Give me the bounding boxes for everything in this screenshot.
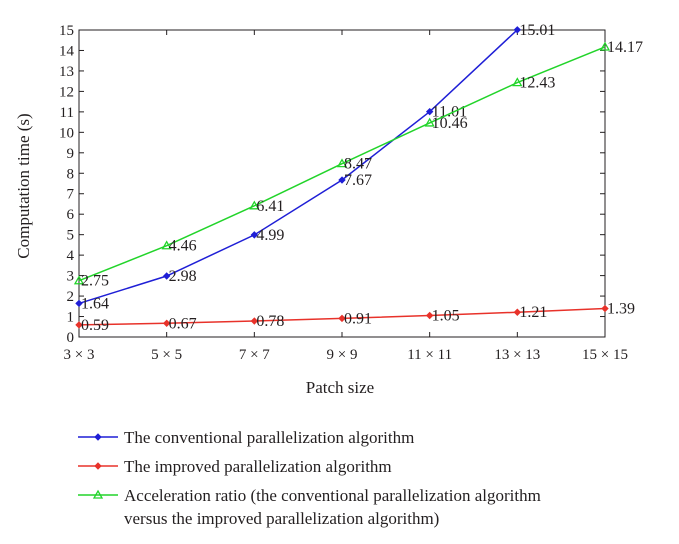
data-label: 7.67 (344, 172, 372, 189)
legend-item-conventional: The conventional parallelization algorit… (78, 428, 414, 447)
data-label: 14.17 (607, 39, 643, 56)
y-tick-label: 4 (67, 248, 75, 264)
data-label: 10.46 (432, 115, 468, 132)
data-label: 1.21 (519, 304, 547, 321)
y-tick-label: 3 (67, 269, 75, 285)
data-label: 6.41 (256, 198, 284, 215)
data-point (75, 299, 83, 308)
x-tick-label: 13 × 13 (494, 347, 540, 363)
data-point (599, 41, 611, 51)
data-point (513, 308, 522, 316)
legend-label: The conventional parallelization algorit… (124, 428, 414, 447)
legend-item-acceleration-ratio: Acceleration ratio (the conventional par… (78, 486, 541, 528)
data-point (601, 304, 609, 313)
series-line (78, 29, 518, 305)
data-point (513, 26, 522, 34)
x-tick-label: 7 × 7 (239, 347, 270, 363)
data-point (338, 314, 346, 323)
legend-item-improved: The improved parallelization algorithm (78, 457, 392, 476)
x-tick-label: 11 × 11 (407, 347, 452, 363)
y-tick-label: 0 (67, 330, 75, 346)
series-acceleration-ratio: 2.75 4.46 6.41 8.47 10.46 12.43 14.17 (73, 39, 643, 290)
x-tick-label: 5 × 5 (151, 347, 182, 363)
data-label: 1.05 (432, 308, 460, 325)
y-tick-label: 8 (67, 166, 75, 182)
y-tick-label: 1 (67, 310, 75, 326)
data-point (161, 240, 172, 250)
y-tick-label: 6 (67, 207, 75, 223)
legend-marker (94, 433, 102, 441)
y-tick-label: 5 (67, 228, 75, 244)
data-label: 8.47 (344, 156, 372, 173)
data-label: 0.91 (344, 310, 372, 327)
legend-marker (92, 489, 104, 499)
data-point (249, 200, 260, 210)
data-label: 4.46 (169, 238, 197, 255)
legend-label-line2: versus the improved parallelization algo… (124, 509, 439, 528)
y-tick-label: 12 (59, 84, 74, 100)
data-point (162, 319, 171, 327)
y-tick-label: 2 (67, 289, 75, 305)
data-point (336, 158, 348, 168)
data-point (338, 176, 346, 184)
legend-marker (94, 462, 102, 470)
y-tick-label: 9 (67, 146, 75, 162)
data-point (425, 107, 434, 116)
data-label: 15.01 (519, 22, 555, 39)
data-label: 12.43 (519, 75, 555, 92)
series-conventional: 1.64 2.98 4.99 7.67 11.01 15.01 (75, 22, 555, 312)
y-axis-title: Computation time (s) (14, 113, 33, 258)
legend-label: The improved parallelization algorithm (124, 457, 392, 476)
data-label: 1.64 (81, 295, 109, 312)
data-label: 2.75 (81, 273, 109, 290)
y-tick-label: 11 (60, 105, 74, 121)
y-tick-label: 13 (59, 64, 74, 80)
x-tick-label: 3 × 3 (64, 347, 95, 363)
data-label: 2.98 (169, 268, 197, 285)
data-point (73, 275, 85, 285)
data-label: 0.67 (169, 315, 197, 332)
data-label: 1.39 (607, 301, 635, 318)
legend-label: Acceleration ratio (the conventional par… (124, 486, 541, 505)
series-line (78, 46, 606, 282)
data-point (250, 317, 259, 325)
y-tick-label: 15 (59, 23, 74, 39)
data-point (425, 311, 434, 320)
x-tick-label: 15 × 15 (582, 347, 628, 363)
y-tick-label: 7 (67, 187, 75, 203)
y-tick-label: 10 (59, 125, 74, 141)
data-point (75, 321, 83, 329)
x-tick-label: 9 × 9 (327, 347, 358, 363)
data-point (162, 272, 171, 280)
series-improved: 0.59 0.67 0.78 0.91 1.05 1.21 1.39 (75, 301, 635, 334)
data-point (512, 77, 523, 87)
data-label: 0.78 (256, 313, 284, 330)
data-label: 0.59 (81, 317, 109, 334)
data-point (250, 231, 259, 239)
x-axis-title: Patch size (306, 378, 374, 397)
data-point (424, 117, 435, 127)
data-label: 4.99 (256, 227, 284, 244)
data-label: 11.01 (432, 104, 467, 121)
y-tick-label: 14 (59, 43, 75, 59)
legend: The conventional parallelization algorit… (78, 428, 541, 528)
